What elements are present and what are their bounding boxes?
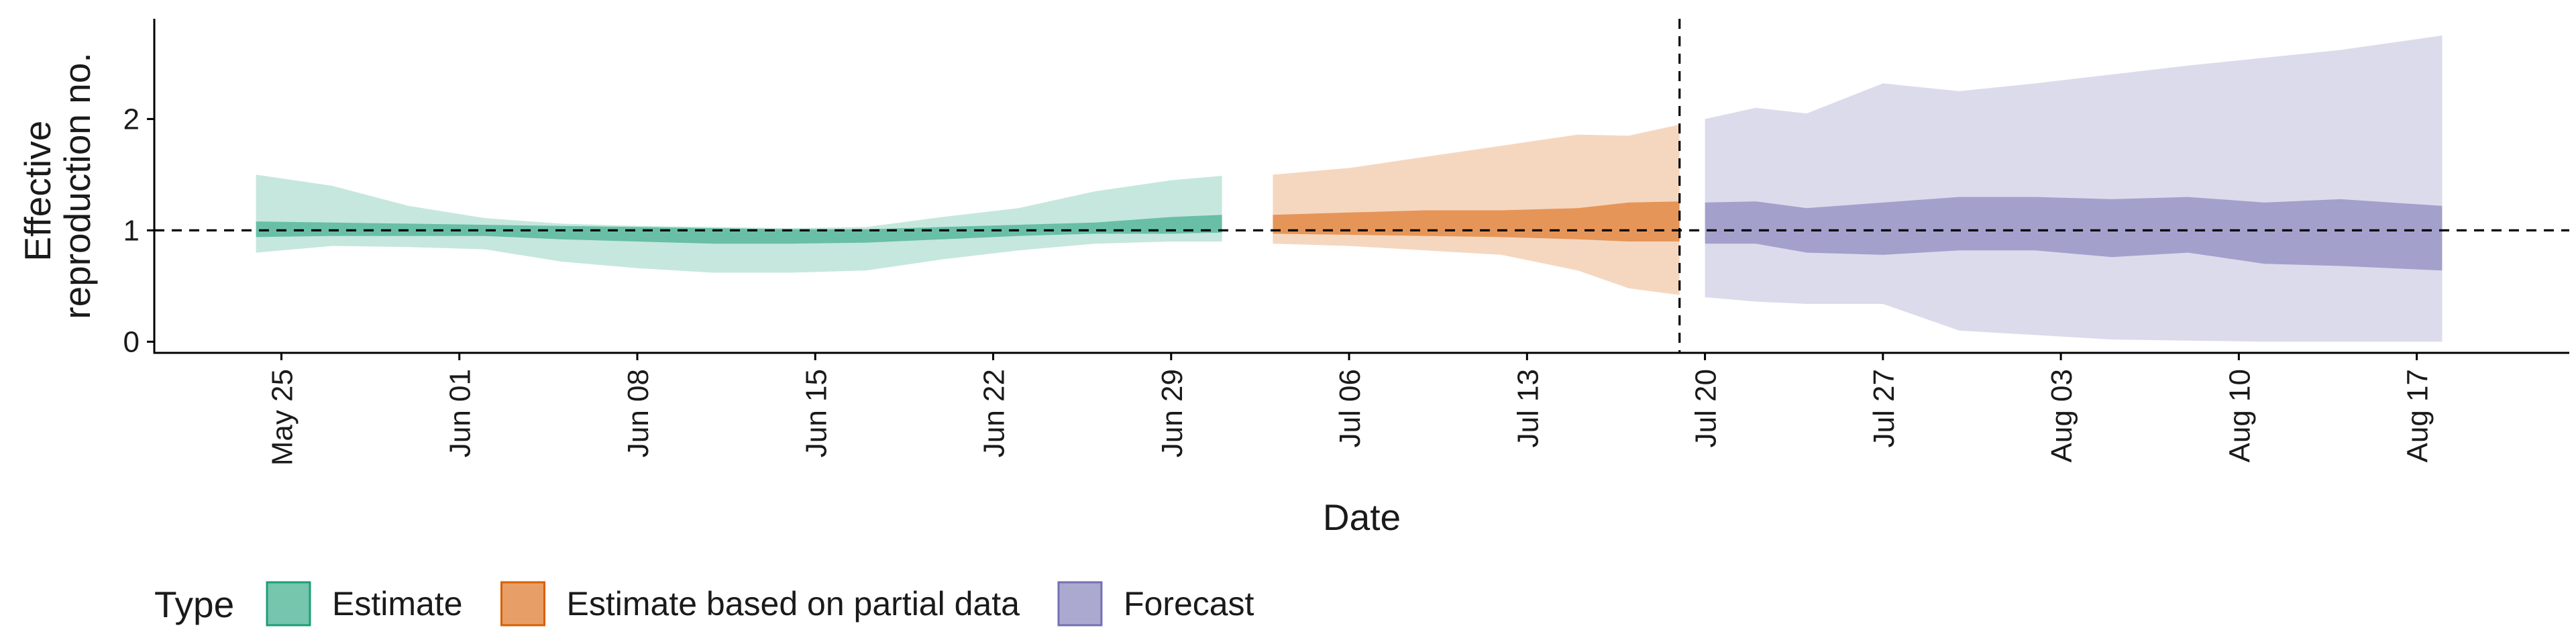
- y-tick-label: 1: [123, 214, 140, 247]
- axes-layer: [153, 19, 2569, 354]
- x-tick-label: Jun 22: [978, 369, 1011, 458]
- legend-label-2: Forecast: [1124, 585, 1254, 623]
- y-tick-label: 2: [123, 103, 140, 136]
- bands-layer: [256, 35, 2443, 342]
- legend-title: Type: [154, 584, 234, 625]
- series-0-band-50: [256, 215, 1222, 244]
- series-2-band-50: [1705, 197, 2443, 271]
- y-axis-title-line-2: reproduction no.: [56, 52, 98, 319]
- y-ticks: 0 1 2: [123, 103, 154, 358]
- y-tick-label: 0: [123, 325, 140, 358]
- x-ticks: May 25 Jun 01 Jun 08 Jun 15 Jun 22 Jun 29 Jul …: [266, 353, 2434, 466]
- x-tick-label: Jul 06: [1334, 369, 1366, 447]
- legend-key-2: [1057, 581, 1103, 627]
- legend-key-0: [266, 581, 311, 627]
- x-tick-label: Aug 10: [2223, 369, 2256, 462]
- series-1-band-50: [1273, 201, 1680, 241]
- legend: Type Estimate Estimate based on partial d…: [154, 581, 1254, 627]
- y-axis-title: Effective reproduction no.: [17, 52, 98, 319]
- x-tick-label: Jul 13: [1511, 369, 1544, 447]
- x-tick-label: Aug 17: [2402, 369, 2434, 462]
- x-axis-title: Date: [1323, 496, 1401, 538]
- x-tick-label: Jun 08: [622, 369, 655, 458]
- x-tick-label: Aug 03: [2045, 369, 2078, 462]
- x-tick-label: Jun 01: [444, 369, 477, 458]
- x-tick-label: Jun 15: [800, 369, 833, 458]
- x-tick-label: Jul 27: [1868, 369, 1900, 447]
- legend-key-1: [500, 581, 546, 627]
- y-axis-title-line-1: Effective: [17, 121, 58, 262]
- series-1-band-90: [1273, 124, 1680, 295]
- series-0-band-90: [256, 174, 1222, 273]
- x-tick-label: Jul 20: [1690, 369, 1723, 447]
- x-tick-label: Jun 29: [1156, 369, 1189, 458]
- legend-label-0: Estimate: [332, 585, 463, 623]
- x-tick-label: May 25: [266, 369, 299, 466]
- legend-label-1: Estimate based on partial data: [567, 585, 1020, 623]
- series-2-band-90: [1705, 35, 2443, 342]
